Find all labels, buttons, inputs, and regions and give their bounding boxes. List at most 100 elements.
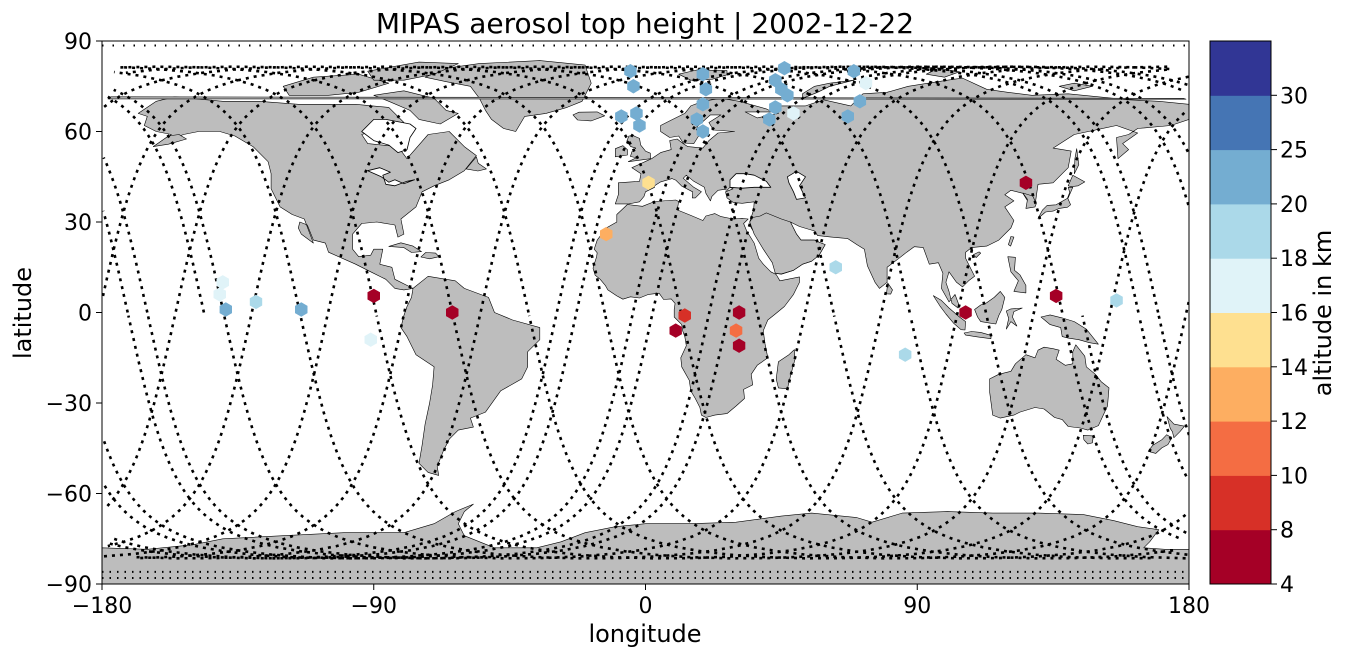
x-tick-label: 0 bbox=[639, 594, 653, 619]
aerosol-marker bbox=[630, 106, 643, 121]
y-tick-label: 30 bbox=[64, 211, 92, 236]
aerosol-marker bbox=[627, 79, 640, 94]
colorbar-label: altitude in km bbox=[1309, 230, 1337, 397]
colorbar-tick-label: 12 bbox=[1280, 410, 1308, 435]
aerosol-marker bbox=[678, 308, 691, 323]
colorbar-tick-label: 18 bbox=[1280, 247, 1308, 272]
tasmania-land bbox=[1083, 435, 1094, 445]
hudson-bay-water bbox=[361, 119, 417, 153]
satellite-tracks bbox=[102, 44, 1189, 579]
madagascar-land bbox=[775, 349, 796, 390]
hokkaido-land bbox=[1067, 174, 1086, 187]
aerosol-marker bbox=[295, 302, 308, 317]
iceland-land bbox=[572, 111, 605, 122]
satellite-track bbox=[104, 93, 206, 313]
aerosol-marker bbox=[829, 260, 842, 275]
x-tick-label: 90 bbox=[903, 594, 931, 619]
aerosol-marker bbox=[847, 64, 861, 79]
aerosol-marker bbox=[1110, 293, 1123, 308]
satellite-track bbox=[106, 65, 1140, 560]
borneo-land bbox=[974, 291, 1006, 325]
aerosol-marker bbox=[696, 97, 710, 112]
aerosol-marker bbox=[642, 175, 655, 190]
taiwan-land bbox=[1008, 236, 1015, 247]
australia-land bbox=[989, 344, 1110, 431]
colorbar-segment bbox=[1210, 149, 1271, 205]
aerosol-marker bbox=[898, 347, 912, 362]
x-axis-ticks: −180 −90 0 90 180 bbox=[72, 584, 1210, 619]
sakhalin-land bbox=[1074, 148, 1080, 174]
aerosol-marker bbox=[781, 88, 794, 103]
satellite-track bbox=[909, 315, 1186, 560]
plot-area bbox=[101, 40, 1190, 585]
aerosol-marker bbox=[624, 64, 637, 79]
aerosol-markers bbox=[213, 61, 1123, 362]
chart-title: MIPAS aerosol top height | 2002-12-22 bbox=[376, 7, 914, 40]
aerosol-marker bbox=[690, 112, 704, 127]
aerosol-marker bbox=[732, 338, 746, 353]
satellite-track bbox=[985, 315, 1188, 556]
satellite-track bbox=[832, 315, 1151, 560]
philippines-land bbox=[1007, 256, 1027, 294]
colorbar-segment bbox=[1210, 475, 1271, 531]
colorbar-segment bbox=[1210, 421, 1271, 476]
x-axis-label: longitude bbox=[588, 620, 701, 648]
satellite-track bbox=[102, 157, 149, 313]
cuba-land bbox=[388, 242, 422, 253]
aerosol-marker bbox=[853, 94, 867, 109]
new-guinea-land bbox=[1040, 314, 1099, 345]
satellite-track bbox=[113, 70, 302, 313]
colorbar-tick-label: 8 bbox=[1280, 519, 1294, 544]
colorbar-tick-label: 25 bbox=[1280, 139, 1308, 164]
hispaniola-land bbox=[420, 252, 440, 260]
y-tick-label: −60 bbox=[46, 483, 92, 508]
aerosol-marker bbox=[633, 118, 646, 133]
aerosol-marker bbox=[1019, 175, 1033, 190]
satellite-track bbox=[680, 315, 1187, 560]
aerosol-marker bbox=[732, 305, 746, 320]
colorbar-segment bbox=[1210, 529, 1271, 585]
satellite-track bbox=[102, 210, 129, 313]
satellite-track bbox=[1061, 315, 1180, 540]
aerosol-marker bbox=[696, 124, 710, 139]
arabia-land bbox=[749, 212, 826, 275]
japan-land bbox=[1037, 187, 1074, 219]
satellite-track bbox=[121, 65, 378, 313]
aerosol-marker bbox=[696, 67, 710, 82]
colorbar-tick-label: 16 bbox=[1280, 302, 1308, 327]
colorbar-segment bbox=[1210, 366, 1271, 422]
sumatra-land bbox=[933, 295, 966, 331]
colorbar-tick-label: 30 bbox=[1280, 84, 1308, 109]
satellite-track bbox=[102, 65, 683, 313]
aerosol-marker bbox=[1049, 288, 1063, 304]
novaya-zemlya-land bbox=[802, 79, 855, 99]
java-land bbox=[963, 331, 992, 339]
aerosol-marker bbox=[669, 323, 682, 338]
colorbar-tick-label: 10 bbox=[1280, 464, 1308, 489]
y-tick-label: −30 bbox=[46, 392, 92, 417]
satellite-track bbox=[127, 65, 1182, 560]
black-sea-water bbox=[729, 173, 772, 189]
newfoundland-land bbox=[465, 156, 487, 172]
y-tick-label: 0 bbox=[78, 302, 92, 327]
aerosol-marker bbox=[841, 109, 854, 124]
satellite-track bbox=[125, 65, 530, 313]
satellite-track bbox=[299, 65, 1168, 560]
aerosol-marker bbox=[213, 287, 226, 302]
x-tick-label: −180 bbox=[72, 594, 132, 619]
aerosol-marker bbox=[216, 275, 229, 290]
africa-land bbox=[592, 199, 800, 418]
hainan-land bbox=[973, 251, 981, 258]
north-america-land bbox=[137, 96, 477, 291]
aerosol-marker bbox=[769, 100, 782, 115]
colorbar-segment bbox=[1210, 41, 1271, 96]
europe-asia-land bbox=[615, 77, 1189, 309]
south-america-land bbox=[400, 276, 541, 476]
satellite-track bbox=[102, 65, 911, 558]
colorbar: 4 8 10 12 14 16 18 20 25 30 bbox=[1209, 40, 1308, 598]
y-tick-label: 60 bbox=[64, 121, 92, 146]
great-lakes-water bbox=[367, 167, 415, 187]
colorbar-tick-label: 14 bbox=[1280, 356, 1308, 381]
aerosol-marker bbox=[249, 294, 263, 310]
colorbar-segment bbox=[1210, 258, 1271, 313]
